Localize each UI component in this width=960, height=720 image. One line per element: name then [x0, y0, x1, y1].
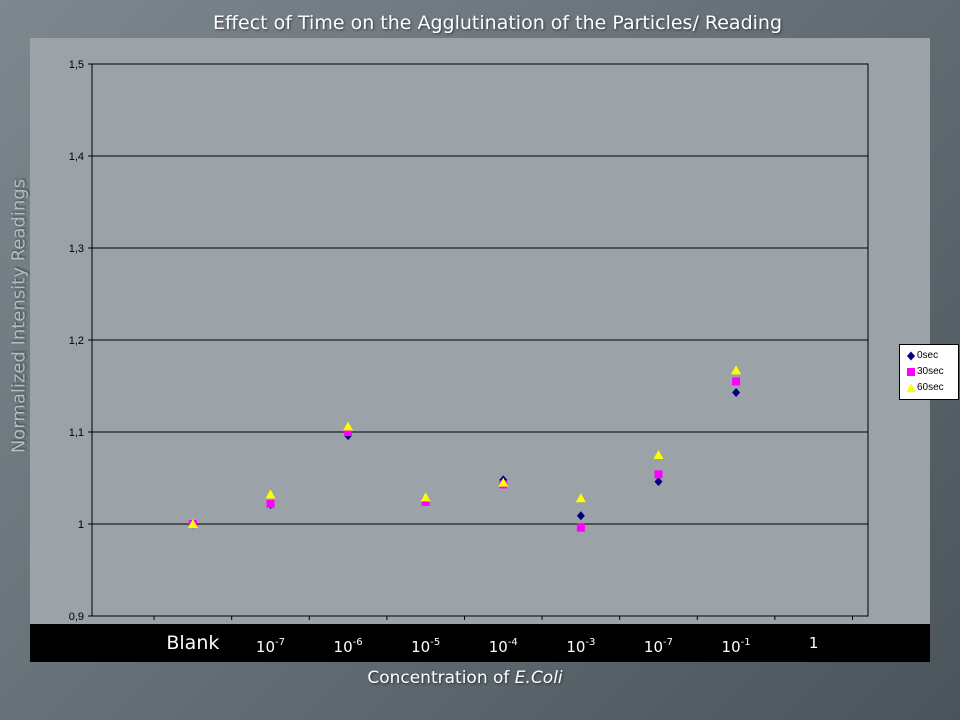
marker-0sec [732, 387, 741, 397]
x-axis-title-prefix: Concentration of [367, 668, 515, 688]
marker-0sec [654, 477, 663, 487]
x-axis-category-bar: Blank 10-7 10-6 10-5 10-4 10-3 10-7 10-1 1 [30, 624, 930, 662]
marker-30sec [344, 428, 353, 436]
y-tick-label: 1,4 [69, 151, 84, 163]
y-tick-label: 1,2 [69, 335, 84, 347]
x-axis-title: Concentration of E.Coli [0, 668, 930, 688]
legend-item-0sec: 0sec [906, 348, 958, 364]
x-category-label: 10-3 [566, 637, 596, 656]
legend-label: 60sec [917, 382, 944, 393]
legend-item-30sec: 30sec [906, 364, 958, 380]
x-category-label: 10-6 [333, 637, 363, 656]
x-category-label: 1 [808, 634, 819, 652]
legend-marker-triangle [906, 383, 915, 392]
marker-60sec [420, 492, 431, 502]
chart-area: 0,9 1 1,1 1,2 1,3 1,4 1,5 0sec 30sec 60sec [30, 38, 959, 628]
x-category-label: 10-1 [721, 637, 751, 656]
y-tick-label: 1 [78, 519, 84, 531]
scatter-plot: 0,9 1 1,1 1,2 1,3 1,4 1,5 [69, 59, 869, 623]
marker-30sec [576, 523, 585, 532]
y-axis-title: Normalized Intensity Readings [8, 178, 30, 454]
marker-30sec [421, 497, 430, 506]
y-tick-label: 1,3 [69, 243, 84, 255]
marker-30sec [654, 470, 663, 479]
marker-60sec [265, 489, 276, 499]
chart-legend: 0sec 30sec 60sec [899, 344, 959, 400]
legend-marker-diamond [907, 351, 915, 361]
x-category-label: 10-5 [411, 637, 441, 656]
y-tick-label: 1,1 [69, 427, 84, 439]
y-tick-label: 0,9 [69, 611, 84, 623]
marker-60sec [498, 477, 509, 487]
x-axis-title-italic: E.Coli [514, 668, 563, 688]
marker-30sec [266, 499, 275, 508]
slide-title: Effect of Time on the Agglutination of t… [212, 12, 783, 34]
legend-label: 30sec [917, 366, 944, 377]
marker-60sec [653, 450, 664, 459]
marker-60sec [187, 519, 198, 528]
x-category-label: 10-7 [643, 637, 674, 656]
y-tick-label: 1,5 [69, 59, 84, 71]
marker-30sec [732, 377, 741, 386]
legend-marker-square [907, 368, 915, 376]
x-category-label: Blank [166, 632, 220, 654]
marker-60sec [343, 421, 354, 431]
x-category-label: 10-4 [488, 637, 518, 656]
marker-60sec [731, 365, 742, 375]
x-category-label: 10-7 [255, 637, 286, 656]
legend-item-60sec: 60sec [906, 380, 958, 396]
marker-60sec [575, 493, 586, 503]
legend-label: 0sec [917, 350, 939, 361]
